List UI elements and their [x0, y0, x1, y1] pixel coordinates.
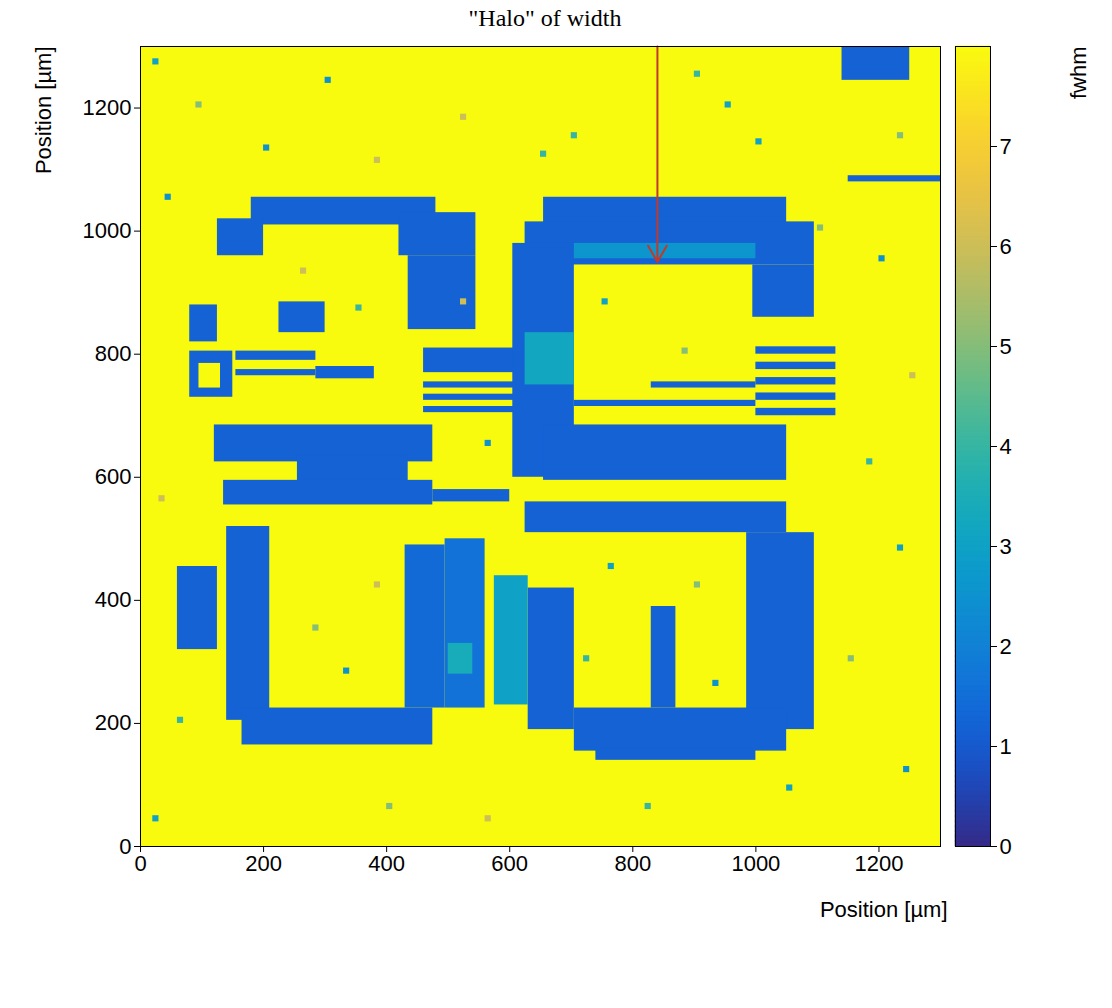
svg-text:800: 800 — [95, 341, 132, 366]
svg-text:0: 0 — [119, 834, 131, 859]
svg-text:400: 400 — [368, 851, 405, 876]
svg-text:600: 600 — [491, 851, 528, 876]
svg-text:0: 0 — [134, 851, 146, 876]
html-text:"Halo" of width: "Halo" of width — [468, 5, 622, 31]
svg-text:400: 400 — [95, 587, 132, 612]
svg-text:2: 2 — [1000, 634, 1012, 659]
svg-text:4: 4 — [1000, 434, 1012, 459]
svg-text:200: 200 — [95, 710, 132, 735]
svg-text:1200: 1200 — [854, 851, 903, 876]
svg-text:1: 1 — [1000, 734, 1012, 759]
svg-text:Position [µm]: Position [µm] — [820, 897, 948, 922]
svg-text:800: 800 — [614, 851, 651, 876]
svg-text:Position [µm]: Position [µm] — [31, 47, 56, 175]
svg-text:3: 3 — [1000, 534, 1012, 559]
svg-text:6: 6 — [1000, 234, 1012, 259]
svg-text:200: 200 — [245, 851, 282, 876]
svg-text:0: 0 — [1000, 834, 1012, 859]
svg-text:1000: 1000 — [731, 851, 780, 876]
svg-text:1200: 1200 — [83, 95, 132, 120]
svg-text:fwhm: fwhm — [1066, 47, 1091, 100]
svg-text:600: 600 — [95, 464, 132, 489]
svg-text:5: 5 — [1000, 334, 1012, 359]
svg-text:7: 7 — [1000, 134, 1012, 159]
svg-text:1000: 1000 — [83, 218, 132, 243]
